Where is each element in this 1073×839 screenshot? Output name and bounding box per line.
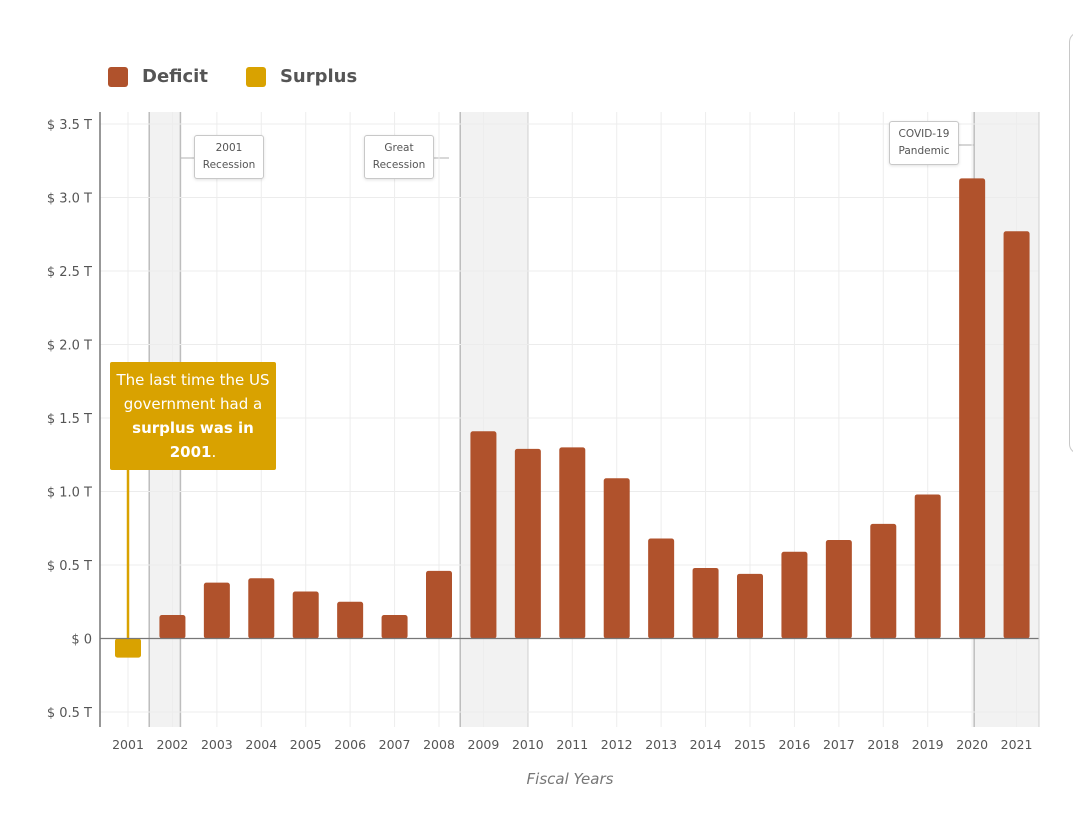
bars [115, 178, 1030, 658]
deficit-bar-2009 [470, 431, 497, 639]
callout-text: The last time the US government had a [116, 371, 270, 413]
x-tick-label: 2016 [779, 737, 811, 752]
annotation-2001-recession: 2001 Recession [194, 135, 264, 179]
x-tick-label: 2006 [334, 737, 366, 752]
x-tick-label: 2017 [823, 737, 855, 752]
deficit-bar-2007 [381, 614, 408, 639]
x-tick-label: 2015 [734, 737, 766, 752]
annotation-line: Great [384, 142, 414, 154]
x-tick-label: 2021 [1001, 737, 1033, 752]
legend-label-deficit: Deficit [142, 66, 208, 87]
x-tick-label: 2012 [601, 737, 633, 752]
deficit-bar-2015 [737, 573, 763, 639]
deficit-bar-2021 [1003, 231, 1030, 639]
annotation-line: Recession [372, 159, 426, 171]
deficit-bar-2012 [603, 478, 630, 639]
y-tick-label: $ 2.0 T [47, 339, 92, 354]
callout-bold-text: surplus was in 2001 [132, 419, 254, 461]
annotation-line: Pandemic [898, 145, 950, 157]
x-tick-label: 2005 [290, 737, 322, 752]
side-panel-edge [1069, 32, 1073, 454]
x-tick-label: 2013 [645, 737, 677, 752]
deficit-bar-2003 [203, 582, 230, 639]
annotation-line: Recession [202, 159, 256, 171]
y-tick-label: $ 2.5 T [47, 265, 92, 280]
surplus-callout: The last time the US government had a su… [110, 362, 276, 470]
y-axis-ticks: $ 3.5 T $ 3.0 T $ 2.5 T $ 2.0 T $ 1.5 T $ 1.0… [47, 118, 92, 721]
deficit-bar-2011 [559, 447, 586, 639]
annotation-great-recession: Great Recession [364, 135, 434, 179]
y-tick-label: $ 3.5 T [47, 118, 92, 133]
shaded-periods [148, 112, 1039, 727]
deficit-bar-2014 [692, 567, 719, 639]
y-tick-label: $ 1.0 T [47, 486, 92, 501]
x-tick-label: 2014 [690, 737, 722, 752]
legend: Deficit Surplus [108, 66, 395, 87]
legend-swatch-surplus [245, 66, 266, 87]
annotation-line: 2001 [215, 142, 243, 154]
x-tick-label: 2002 [157, 737, 189, 752]
deficit-bar-2004 [248, 578, 275, 639]
deficit-bar-2010 [514, 448, 541, 639]
annotation-line: COVID-19 [898, 128, 950, 140]
y-tick-label: $ 0.5 T [47, 706, 92, 721]
deficit-bar-2005 [292, 591, 319, 639]
deficit-bar-2016 [781, 551, 808, 639]
x-tick-label: 2007 [379, 737, 411, 752]
deficit-bar-2002 [159, 614, 186, 639]
y-tick-label: $ 0.5 T [47, 559, 92, 574]
legend-item-surplus[interactable]: Surplus [245, 66, 358, 87]
legend-swatch-deficit [108, 66, 128, 87]
deficit-bar-2019 [914, 494, 941, 639]
deficit-bar-2013 [648, 538, 675, 639]
x-tick-label: 2008 [423, 737, 455, 752]
axes [99, 112, 1040, 727]
deficit-bar-2020 [959, 178, 986, 639]
x-axis-title: Fiscal Years [526, 770, 614, 788]
x-tick-label: 2009 [468, 737, 500, 752]
x-axis-ticks: 2001 2002 2003 2004 2005 2006 2007 2008 2009 2010… [112, 737, 1032, 752]
x-tick-label: 2019 [912, 737, 944, 752]
annotation-covid-pandemic: COVID-19 Pandemic [889, 121, 959, 165]
x-tick-label: 2010 [512, 737, 544, 752]
y-tick-label: $ 0 [71, 633, 92, 648]
callout-period: . [211, 443, 217, 461]
x-tick-label: 2001 [112, 737, 144, 752]
x-tick-label: 2011 [556, 737, 588, 752]
legend-label-surplus: Surplus [279, 66, 358, 87]
deficit-bar-2006 [337, 601, 364, 639]
deficit-bar-2018 [870, 523, 897, 639]
deficit-bar-2017 [825, 540, 852, 639]
surplus-bar-2001 [115, 638, 141, 658]
x-tick-label: 2003 [201, 737, 233, 752]
x-tick-label: 2018 [867, 737, 899, 752]
deficit-bar-2008 [426, 570, 452, 639]
x-tick-label: 2020 [956, 737, 988, 752]
y-tick-label: $ 1.5 T [47, 412, 92, 427]
x-tick-label: 2004 [245, 737, 277, 752]
y-tick-label: $ 3.0 T [47, 192, 92, 207]
legend-item-deficit[interactable]: Deficit [108, 66, 208, 87]
